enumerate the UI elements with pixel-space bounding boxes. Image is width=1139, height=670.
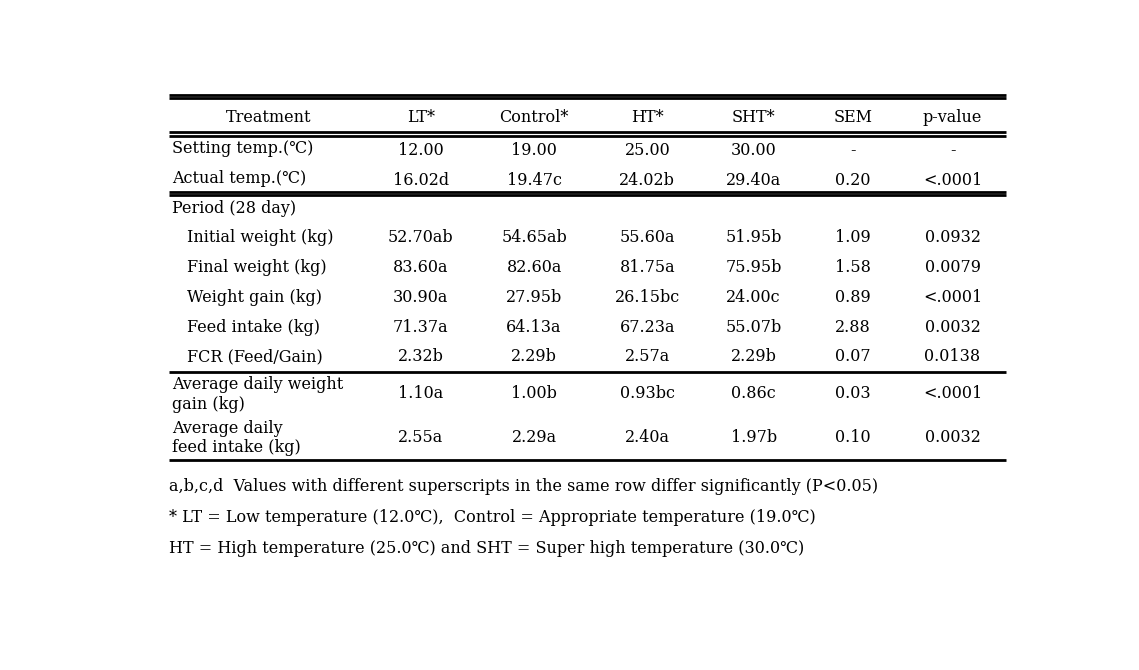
Text: 29.40a: 29.40a [726, 172, 781, 189]
Text: 75.95b: 75.95b [726, 259, 781, 275]
Text: -: - [950, 142, 956, 159]
Text: -: - [851, 142, 855, 159]
Text: 81.75a: 81.75a [620, 259, 675, 275]
Text: <.0001: <.0001 [923, 385, 982, 402]
Text: 2.29b: 2.29b [511, 348, 557, 365]
Text: 82.60a: 82.60a [507, 259, 562, 275]
Text: 27.95b: 27.95b [506, 289, 563, 306]
Text: Final weight (kg): Final weight (kg) [187, 259, 326, 275]
Text: 2.29a: 2.29a [511, 429, 557, 446]
Text: Control*: Control* [499, 109, 568, 125]
Text: 55.07b: 55.07b [726, 318, 781, 336]
Text: 2.88: 2.88 [835, 318, 871, 336]
Text: Feed intake (kg): Feed intake (kg) [187, 318, 320, 336]
Text: 16.02d: 16.02d [393, 172, 449, 189]
Text: 0.0032: 0.0032 [925, 429, 981, 446]
Text: p-value: p-value [923, 109, 982, 125]
Text: 0.0032: 0.0032 [925, 318, 981, 336]
Text: 25.00: 25.00 [624, 142, 670, 159]
Text: LT*: LT* [407, 109, 435, 125]
Text: 0.86c: 0.86c [731, 385, 776, 402]
Text: 0.0079: 0.0079 [925, 259, 981, 275]
Text: 2.57a: 2.57a [625, 348, 670, 365]
Text: 2.32b: 2.32b [398, 348, 444, 365]
Text: 2.55a: 2.55a [399, 429, 443, 446]
Text: 1.09: 1.09 [835, 228, 871, 246]
Text: 0.89: 0.89 [835, 289, 871, 306]
Text: 67.23a: 67.23a [620, 318, 675, 336]
Text: 2.40a: 2.40a [625, 429, 670, 446]
Text: Treatment: Treatment [226, 109, 311, 125]
Text: SHT*: SHT* [732, 109, 776, 125]
Text: 30.90a: 30.90a [393, 289, 449, 306]
Text: Average daily weight
gain (kg): Average daily weight gain (kg) [172, 376, 344, 413]
Text: 83.60a: 83.60a [393, 259, 449, 275]
Text: 0.03: 0.03 [835, 385, 871, 402]
Text: Period (28 day): Period (28 day) [172, 200, 296, 217]
Text: 0.07: 0.07 [835, 348, 871, 365]
Text: 54.65ab: 54.65ab [501, 228, 567, 246]
Text: * LT = Low temperature (12.0℃),  Control = Appropriate temperature (19.0℃): * LT = Low temperature (12.0℃), Control … [169, 509, 816, 525]
Text: 52.70ab: 52.70ab [388, 228, 453, 246]
Text: HT = High temperature (25.0℃) and SHT = Super high temperature (30.0℃): HT = High temperature (25.0℃) and SHT = … [169, 539, 804, 557]
Text: 19.00: 19.00 [511, 142, 557, 159]
Text: 0.10: 0.10 [835, 429, 871, 446]
Text: <.0001: <.0001 [923, 172, 982, 189]
Text: 51.95b: 51.95b [726, 228, 781, 246]
Text: 55.60a: 55.60a [620, 228, 675, 246]
Text: 19.47c: 19.47c [507, 172, 562, 189]
Text: Setting temp.(℃): Setting temp.(℃) [172, 140, 313, 157]
Text: 2.29b: 2.29b [731, 348, 777, 365]
Text: 24.02b: 24.02b [620, 172, 675, 189]
Text: Initial weight (kg): Initial weight (kg) [187, 228, 333, 246]
Text: SEM: SEM [834, 109, 872, 125]
Text: <.0001: <.0001 [923, 289, 982, 306]
Text: 71.37a: 71.37a [393, 318, 449, 336]
Text: a,b,c,d  Values with different superscripts in the same row differ significantly: a,b,c,d Values with different superscrip… [169, 478, 878, 494]
Text: 1.97b: 1.97b [730, 429, 777, 446]
Text: 12.00: 12.00 [398, 142, 444, 159]
Text: 24.00c: 24.00c [727, 289, 781, 306]
Text: 1.10a: 1.10a [399, 385, 443, 402]
Text: HT*: HT* [631, 109, 664, 125]
Text: FCR (Feed/Gain): FCR (Feed/Gain) [187, 348, 322, 365]
Text: 0.0932: 0.0932 [925, 228, 981, 246]
Text: 0.0138: 0.0138 [925, 348, 981, 365]
Text: 26.15bc: 26.15bc [615, 289, 680, 306]
Text: Average daily
feed intake (kg): Average daily feed intake (kg) [172, 420, 301, 456]
Text: 0.20: 0.20 [835, 172, 871, 189]
Text: 64.13a: 64.13a [507, 318, 562, 336]
Text: 30.00: 30.00 [731, 142, 777, 159]
Text: 0.93bc: 0.93bc [620, 385, 675, 402]
Text: Actual temp.(℃): Actual temp.(℃) [172, 170, 306, 187]
Text: 1.00b: 1.00b [511, 385, 557, 402]
Text: 1.58: 1.58 [835, 259, 871, 275]
Text: Weight gain (kg): Weight gain (kg) [187, 289, 321, 306]
